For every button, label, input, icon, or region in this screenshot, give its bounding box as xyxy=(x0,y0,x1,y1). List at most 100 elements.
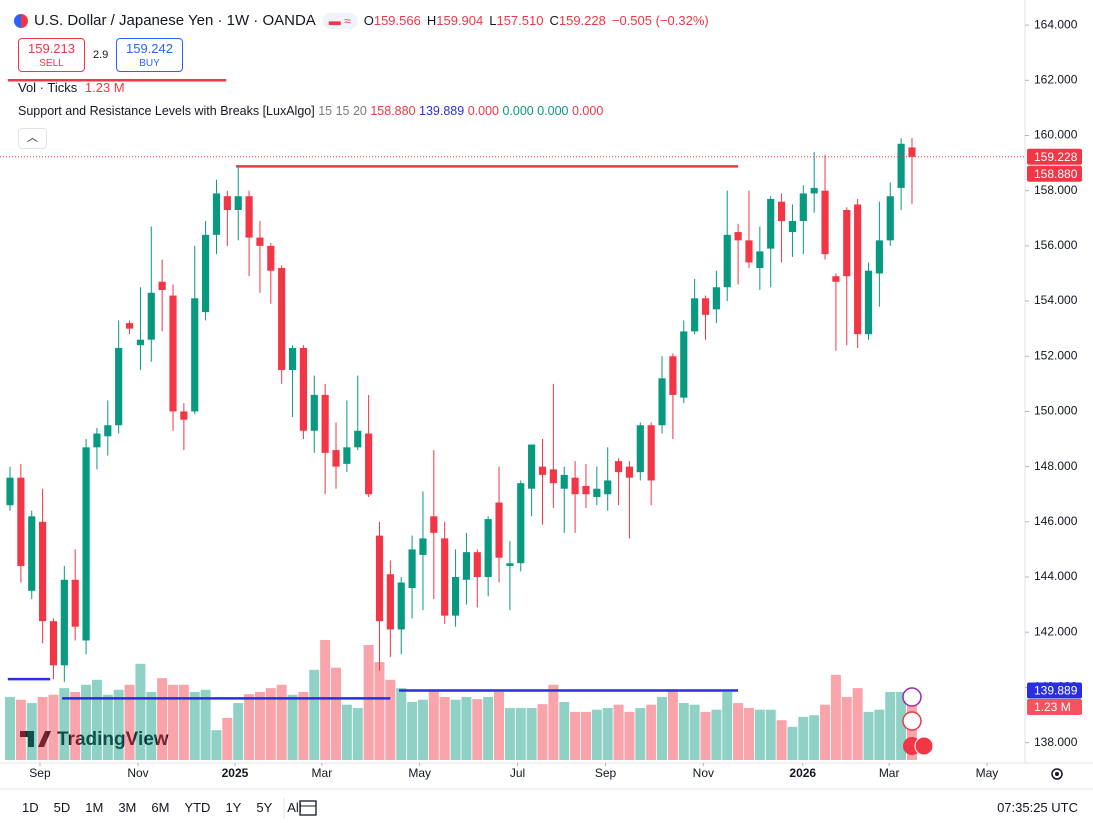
ohlc-value: 157.510 xyxy=(496,13,544,28)
volume-bar xyxy=(711,709,722,760)
candle-body xyxy=(321,394,329,453)
level-tag: 139.889 xyxy=(1034,684,1078,698)
candle-body xyxy=(39,521,47,622)
candle-body xyxy=(158,281,166,291)
volume-bar xyxy=(678,703,689,760)
volume-bar xyxy=(4,696,15,760)
collapse-button[interactable]: ︿ xyxy=(18,128,47,149)
candle-body xyxy=(625,466,634,478)
volume-bar xyxy=(374,662,385,760)
candle-body xyxy=(604,480,612,495)
candle-body xyxy=(299,347,308,431)
volume-bar xyxy=(254,691,265,760)
y-tick-label: 144.000 xyxy=(1034,569,1078,583)
volume-bar xyxy=(211,730,222,760)
candle-body xyxy=(310,394,318,431)
volume-bar xyxy=(635,708,646,760)
candle-body xyxy=(571,477,579,495)
range-button[interactable]: 5Y xyxy=(256,800,273,815)
volume-bar xyxy=(331,667,342,760)
x-tick-label: May xyxy=(408,766,431,780)
volume-bar xyxy=(91,679,102,760)
candle-body xyxy=(832,276,840,282)
candle-body xyxy=(843,209,851,277)
x-tick-label: Jul xyxy=(510,766,525,780)
volume-bar xyxy=(787,726,798,760)
volume-value: 1.23 M xyxy=(84,80,125,95)
gear-icon[interactable] xyxy=(1051,768,1063,780)
candle-body xyxy=(462,552,471,580)
volume-bar xyxy=(743,708,754,760)
range-button[interactable]: 5D xyxy=(53,800,71,815)
candle-body xyxy=(28,516,36,591)
volume-bar xyxy=(178,684,189,760)
candle-body xyxy=(267,245,275,271)
symbol-title[interactable]: U.S. Dollar / Japanese Yen · 1W · OANDA xyxy=(34,12,316,29)
candle-body xyxy=(886,196,894,241)
volume-bar xyxy=(26,703,37,760)
volume-bar xyxy=(657,696,668,760)
y-tick-label: 142.000 xyxy=(1034,624,1078,638)
candle-body xyxy=(136,339,144,346)
candle-body xyxy=(17,477,25,566)
indicator-output: 0.000 xyxy=(537,104,569,118)
buy-label: BUY xyxy=(139,58,160,69)
volume-bar xyxy=(396,688,407,760)
ohlc-key: C xyxy=(549,13,559,28)
x-tick-label: 2026 xyxy=(789,766,816,780)
buy-button[interactable]: 159.242 BUY xyxy=(116,38,183,72)
range-button[interactable]: 1M xyxy=(85,800,104,815)
candle-body xyxy=(397,582,405,630)
volume-bar xyxy=(624,711,635,760)
candle-body xyxy=(908,147,916,157)
volume-bar xyxy=(265,688,276,760)
volume-tag: 1.23 M xyxy=(1034,700,1071,714)
candle-body xyxy=(49,621,58,666)
range-button[interactable]: 3M xyxy=(118,800,137,815)
volume-bar xyxy=(515,708,526,760)
change: −0.505 (−0.32%) xyxy=(611,13,709,28)
volume-bar xyxy=(700,711,711,760)
volume-bar xyxy=(233,703,244,760)
candle-body xyxy=(71,579,79,627)
volume-bar xyxy=(200,689,211,760)
range-button[interactable]: 6M xyxy=(151,800,170,815)
volume-bar xyxy=(613,704,624,760)
candle-body xyxy=(593,488,601,497)
x-tick-label: Mar xyxy=(879,766,900,780)
volume-bar xyxy=(504,708,515,760)
volume-bar xyxy=(70,691,81,760)
volume-bar xyxy=(287,694,298,760)
last-price-tag-bg xyxy=(1027,148,1082,165)
y-tick-label: 160.000 xyxy=(1034,128,1078,142)
event-icon-2 xyxy=(914,736,934,756)
candle-body xyxy=(419,538,427,555)
indicator-name[interactable]: Support and Resistance Levels with Break… xyxy=(18,104,315,118)
volume-bar xyxy=(48,694,59,760)
candle-body xyxy=(169,295,177,412)
level-tag-bg xyxy=(1027,682,1082,699)
volume-bar xyxy=(352,708,363,760)
volume-bar xyxy=(841,696,852,760)
candle-body xyxy=(691,298,699,332)
range-button[interactable]: All xyxy=(287,800,302,815)
candle-body xyxy=(245,196,253,238)
range-button[interactable]: 1D xyxy=(22,800,39,815)
candle-body xyxy=(365,433,373,495)
calendar-icon[interactable] xyxy=(283,798,317,818)
volume-bar xyxy=(820,704,831,760)
sell-button[interactable]: 159.213 SELL xyxy=(18,38,85,72)
candle-body xyxy=(93,433,101,448)
volume-bar xyxy=(896,691,907,760)
market-status[interactable]: ▬ ≈ xyxy=(321,12,358,29)
candle-body xyxy=(473,552,481,578)
volume-bar xyxy=(526,708,537,760)
candle-body xyxy=(212,193,221,235)
volume-bar xyxy=(483,696,494,760)
range-button[interactable]: YTD xyxy=(184,800,211,815)
volume-bar xyxy=(385,679,396,760)
volume-title[interactable]: Vol · Ticks xyxy=(18,80,78,95)
range-button[interactable]: 1Y xyxy=(225,800,242,815)
candle-body xyxy=(636,425,644,473)
